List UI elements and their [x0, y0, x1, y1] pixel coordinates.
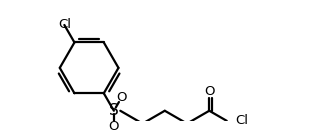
Text: Cl: Cl — [58, 18, 71, 31]
Text: O: O — [109, 120, 119, 132]
Text: S: S — [109, 103, 119, 118]
Text: Cl: Cl — [235, 114, 248, 127]
Text: O: O — [204, 85, 214, 98]
Text: O: O — [116, 91, 126, 104]
